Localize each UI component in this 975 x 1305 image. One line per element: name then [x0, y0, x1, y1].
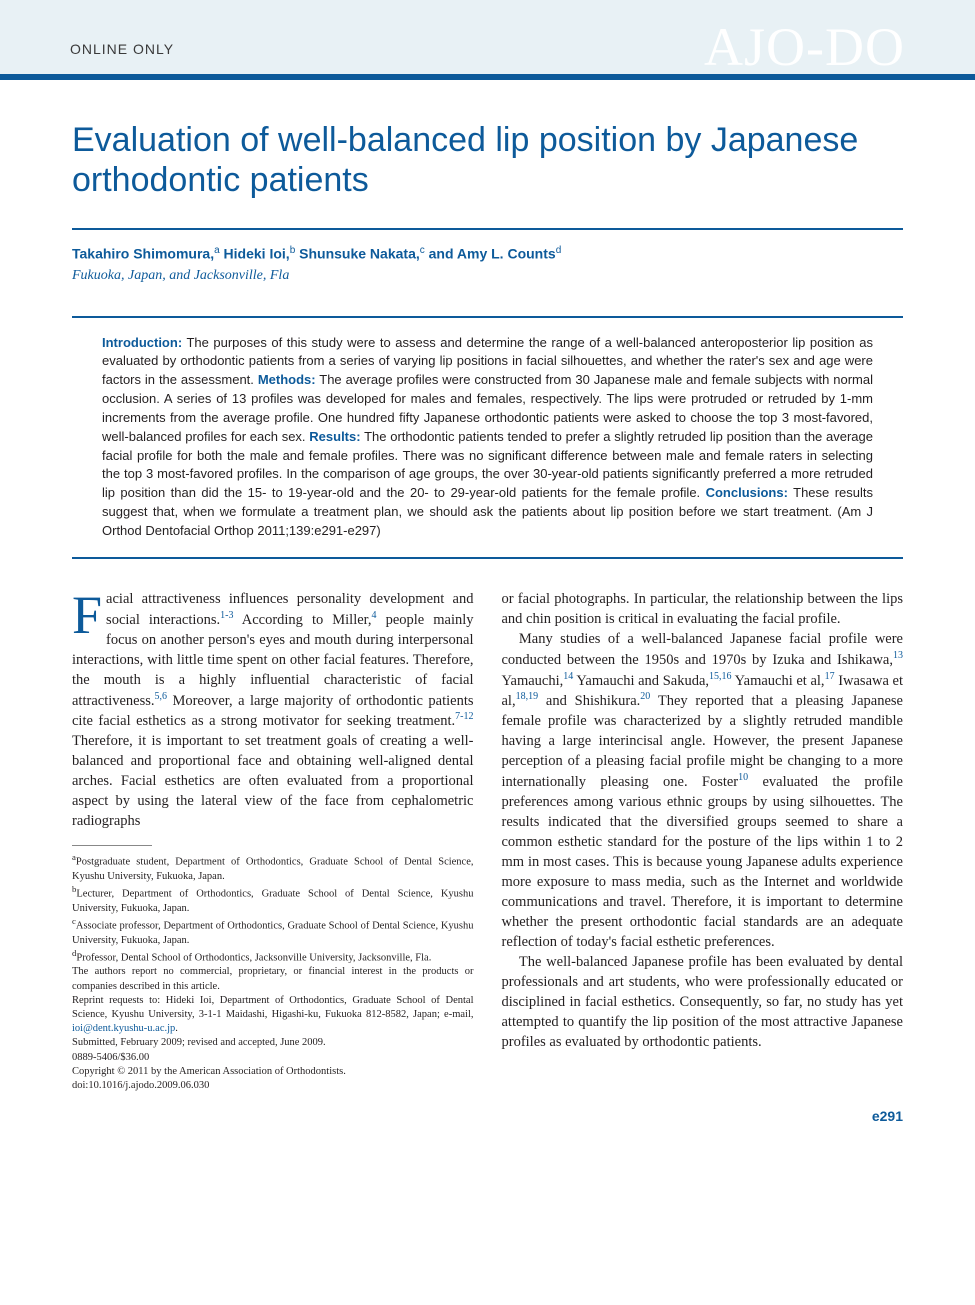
section-label: ONLINE ONLY: [70, 40, 174, 59]
doi-info: doi:10.1016/j.ajodo.2009.06.030: [72, 1079, 474, 1093]
affiliation-d: dProfessor, Dental School of Orthodontic…: [72, 948, 474, 966]
affiliations-block: aPostgraduate student, Department of Ort…: [72, 845, 474, 1093]
authors: Takahiro Shimomura,a Hideki Ioi,b Shunsu…: [72, 244, 903, 264]
body-paragraph-2: Many studies of a well-balanced Japanese…: [502, 629, 904, 952]
page-content: Evaluation of well-balanced lip position…: [0, 80, 975, 1156]
affiliation-rule: [72, 845, 152, 846]
article-title: Evaluation of well-balanced lip position…: [72, 120, 903, 200]
affiliation-a: aPostgraduate student, Department of Ort…: [72, 852, 474, 884]
abstract: Introduction: The purposes of this study…: [72, 316, 903, 559]
body-paragraph-1: Facial attractiveness influences persona…: [72, 589, 474, 831]
body-columns: Facial attractiveness influences persona…: [72, 589, 903, 1093]
copyright-info: Copyright © 2011 by the American Associa…: [72, 1065, 474, 1079]
affiliation-line: Fukuoka, Japan, and Jacksonville, Fla: [72, 266, 903, 285]
journal-banner: ONLINE ONLY AJO-DO: [0, 0, 975, 80]
coi-statement: The authors report no commercial, propri…: [72, 965, 474, 993]
affiliation-b: bLecturer, Department of Orthodontics, G…: [72, 884, 474, 916]
reprint-info: Reprint requests to: Hideki Ioi, Departm…: [72, 994, 474, 1037]
byline: Takahiro Shimomura,a Hideki Ioi,b Shunsu…: [72, 228, 903, 285]
body-paragraph-1b: or facial photographs. In particular, th…: [502, 589, 904, 629]
body-paragraph-3: The well-balanced Japanese profile has b…: [502, 952, 904, 1052]
affiliation-c: cAssociate professor, Department of Orth…: [72, 916, 474, 948]
submitted-info: Submitted, February 2009; revised and ac…: [72, 1036, 474, 1050]
page-number: e291: [72, 1107, 903, 1126]
journal-logo: AJO-DO: [704, 10, 905, 85]
issn-info: 0889-5406/$36.00: [72, 1051, 474, 1065]
